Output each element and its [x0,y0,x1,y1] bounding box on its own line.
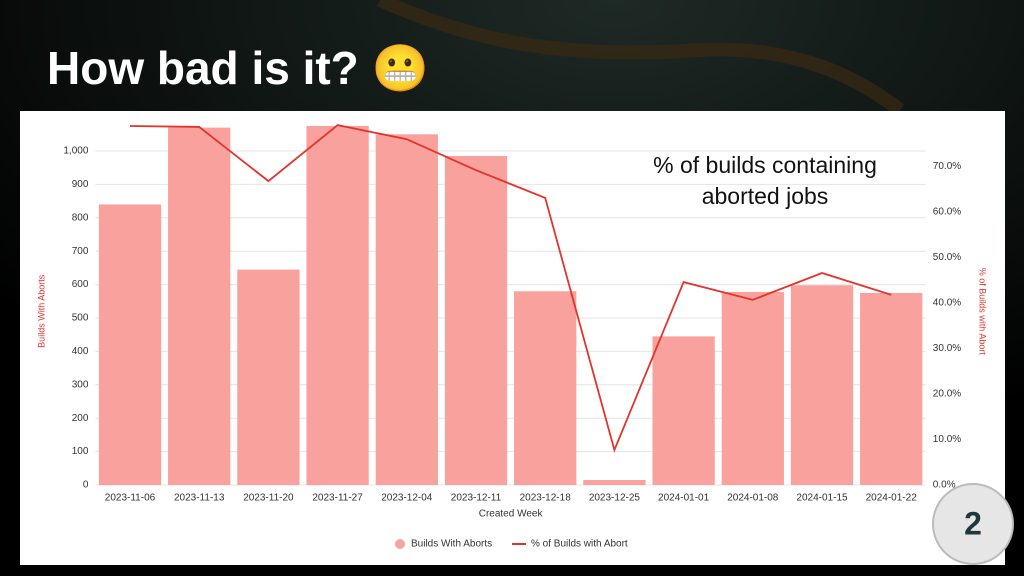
bar [444,156,508,485]
bar [168,127,231,486]
x-tick-label: 2023-12-04 [381,493,433,504]
y-tick-label: 800 [72,212,89,223]
bar [98,204,162,485]
y2-tick-label: 0.0% [933,480,956,491]
page-badge [932,483,1014,565]
y-tick-label: 900 [72,179,89,190]
x-tick-label: 2023-12-25 [589,493,641,504]
y-axis-title: Builds With Aborts [36,274,46,348]
y-tick-label: 1,000 [63,146,88,157]
x-tick-label: 2024-01-22 [866,493,918,504]
y-tick-label: 100 [72,446,89,457]
y-tick-label: 700 [72,246,89,257]
y-tick-label: 600 [72,279,89,290]
bar [652,336,715,485]
y2-tick-label: 50.0% [933,252,961,263]
y-tick-label: 500 [72,313,89,324]
y2-tick-label: 30.0% [933,343,961,354]
x-tick-label: 2024-01-01 [658,493,710,504]
x-axis-title: Created Week [479,509,544,520]
x-tick-label: 2023-11-27 [312,493,363,504]
y2-tick-label: 60.0% [933,207,961,218]
bar [583,479,646,485]
y-tick-label: 200 [72,413,89,424]
y-tick-label: 0 [83,480,89,491]
bar [375,134,438,486]
bar [790,285,854,485]
legend-label: % of Builds with Abort [531,539,628,550]
y2-tick-label: 20.0% [933,389,961,400]
x-tick-label: 2023-11-13 [174,493,225,504]
x-tick-label: 2023-12-11 [451,493,502,504]
y2-axis-title: % of Builds with Abort [978,268,988,356]
annotation: aborted jobs [702,183,829,209]
bar [237,269,300,485]
x-tick-label: 2023-12-18 [520,493,572,504]
y-tick-label: 400 [72,346,89,357]
annotation: % of builds containing [653,152,877,178]
page-number: 2 [964,505,982,541]
chart-panel [20,111,1005,565]
x-tick-label: 2023-11-06 [105,493,156,504]
decor [377,0,905,116]
y2-tick-label: 40.0% [933,298,961,309]
bar [860,292,923,485]
bar [721,291,784,485]
x-tick-label: 2023-11-20 [243,493,294,504]
legend-label: Builds With Aborts [411,539,492,550]
bar [306,125,369,485]
x-tick-label: 2024-01-15 [796,493,848,504]
chart: 0 100 200 300 400 500 600 700 800 900 1,000 0.0% 10.… [36,124,988,550]
y2-tick-label: 10.0% [933,434,961,445]
y2-tick-label: 70.0% [933,161,961,172]
line [129,124,892,453]
y-tick-label: 300 [72,379,89,390]
x-tick-label: 2024-01-08 [727,493,779,504]
bar [514,291,577,485]
slide-title: How bad is it? 😬 [47,42,429,94]
legend-marker [395,539,405,549]
